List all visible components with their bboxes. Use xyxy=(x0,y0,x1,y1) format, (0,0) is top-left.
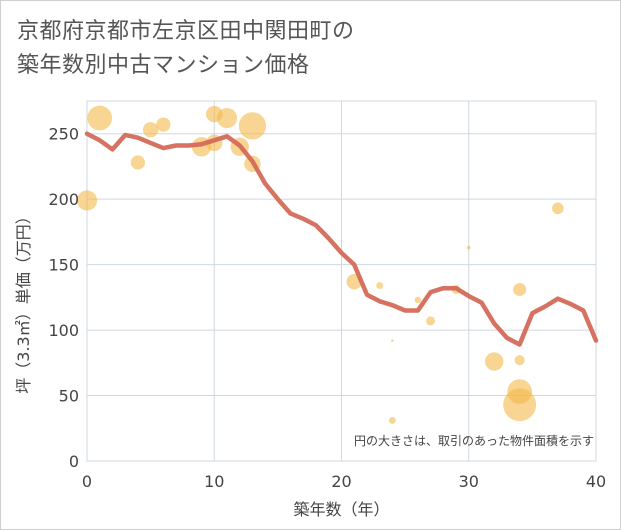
x-tick-label: 20 xyxy=(331,472,351,491)
data-bubble xyxy=(238,112,267,140)
size-legend-note: 円の大きさは、取引のあった物件面積を示す xyxy=(354,433,594,448)
data-bubble xyxy=(142,122,159,138)
y-axis-label: 坪（3.3㎡）単価（万円） xyxy=(14,208,33,393)
data-bubble xyxy=(388,416,396,424)
chart-title: 京都府京都市左京区田中関田町の 築年数別中古マンション価格 xyxy=(17,15,355,83)
y-tick-label: 50 xyxy=(59,387,79,406)
grid-lines xyxy=(86,100,597,462)
y-tick-label: 100 xyxy=(48,321,79,340)
bubble-layer xyxy=(76,105,564,424)
data-bubble xyxy=(76,190,98,211)
y-tick-label: 0 xyxy=(69,452,79,471)
data-bubble xyxy=(426,316,436,326)
x-tick-label: 40 xyxy=(586,472,606,491)
data-bubble xyxy=(156,117,171,132)
y-tick-label: 250 xyxy=(48,125,79,144)
trend-line-layer xyxy=(84,131,599,347)
y-tick-label: 150 xyxy=(48,256,79,275)
x-axis-label: 築年数（年） xyxy=(293,500,389,519)
data-bubble xyxy=(514,355,525,366)
data-bubble xyxy=(466,245,471,250)
average-price-line xyxy=(84,131,599,347)
y-tick-label: 200 xyxy=(48,190,79,209)
data-bubble xyxy=(216,107,238,129)
x-tick-label: 0 xyxy=(82,472,92,491)
data-bubble xyxy=(552,202,564,215)
x-tick-label: 10 xyxy=(204,472,224,491)
data-bubble xyxy=(376,282,384,290)
data-bubble xyxy=(503,388,537,422)
tick-labels: 0 50 100 150 200 250 0 10 20 30 40 xyxy=(48,125,606,491)
data-bubble xyxy=(485,352,504,371)
data-bubble xyxy=(130,155,146,170)
chart-title-line1: 京都府京都市左京区田中関田町の xyxy=(17,19,355,44)
data-bubble xyxy=(87,105,113,131)
data-bubble xyxy=(414,296,422,304)
data-bubble xyxy=(391,339,394,342)
x-tick-label: 30 xyxy=(459,472,479,491)
chart-title-line2: 築年数別中古マンション価格 xyxy=(17,53,310,78)
data-bubble xyxy=(513,283,527,297)
